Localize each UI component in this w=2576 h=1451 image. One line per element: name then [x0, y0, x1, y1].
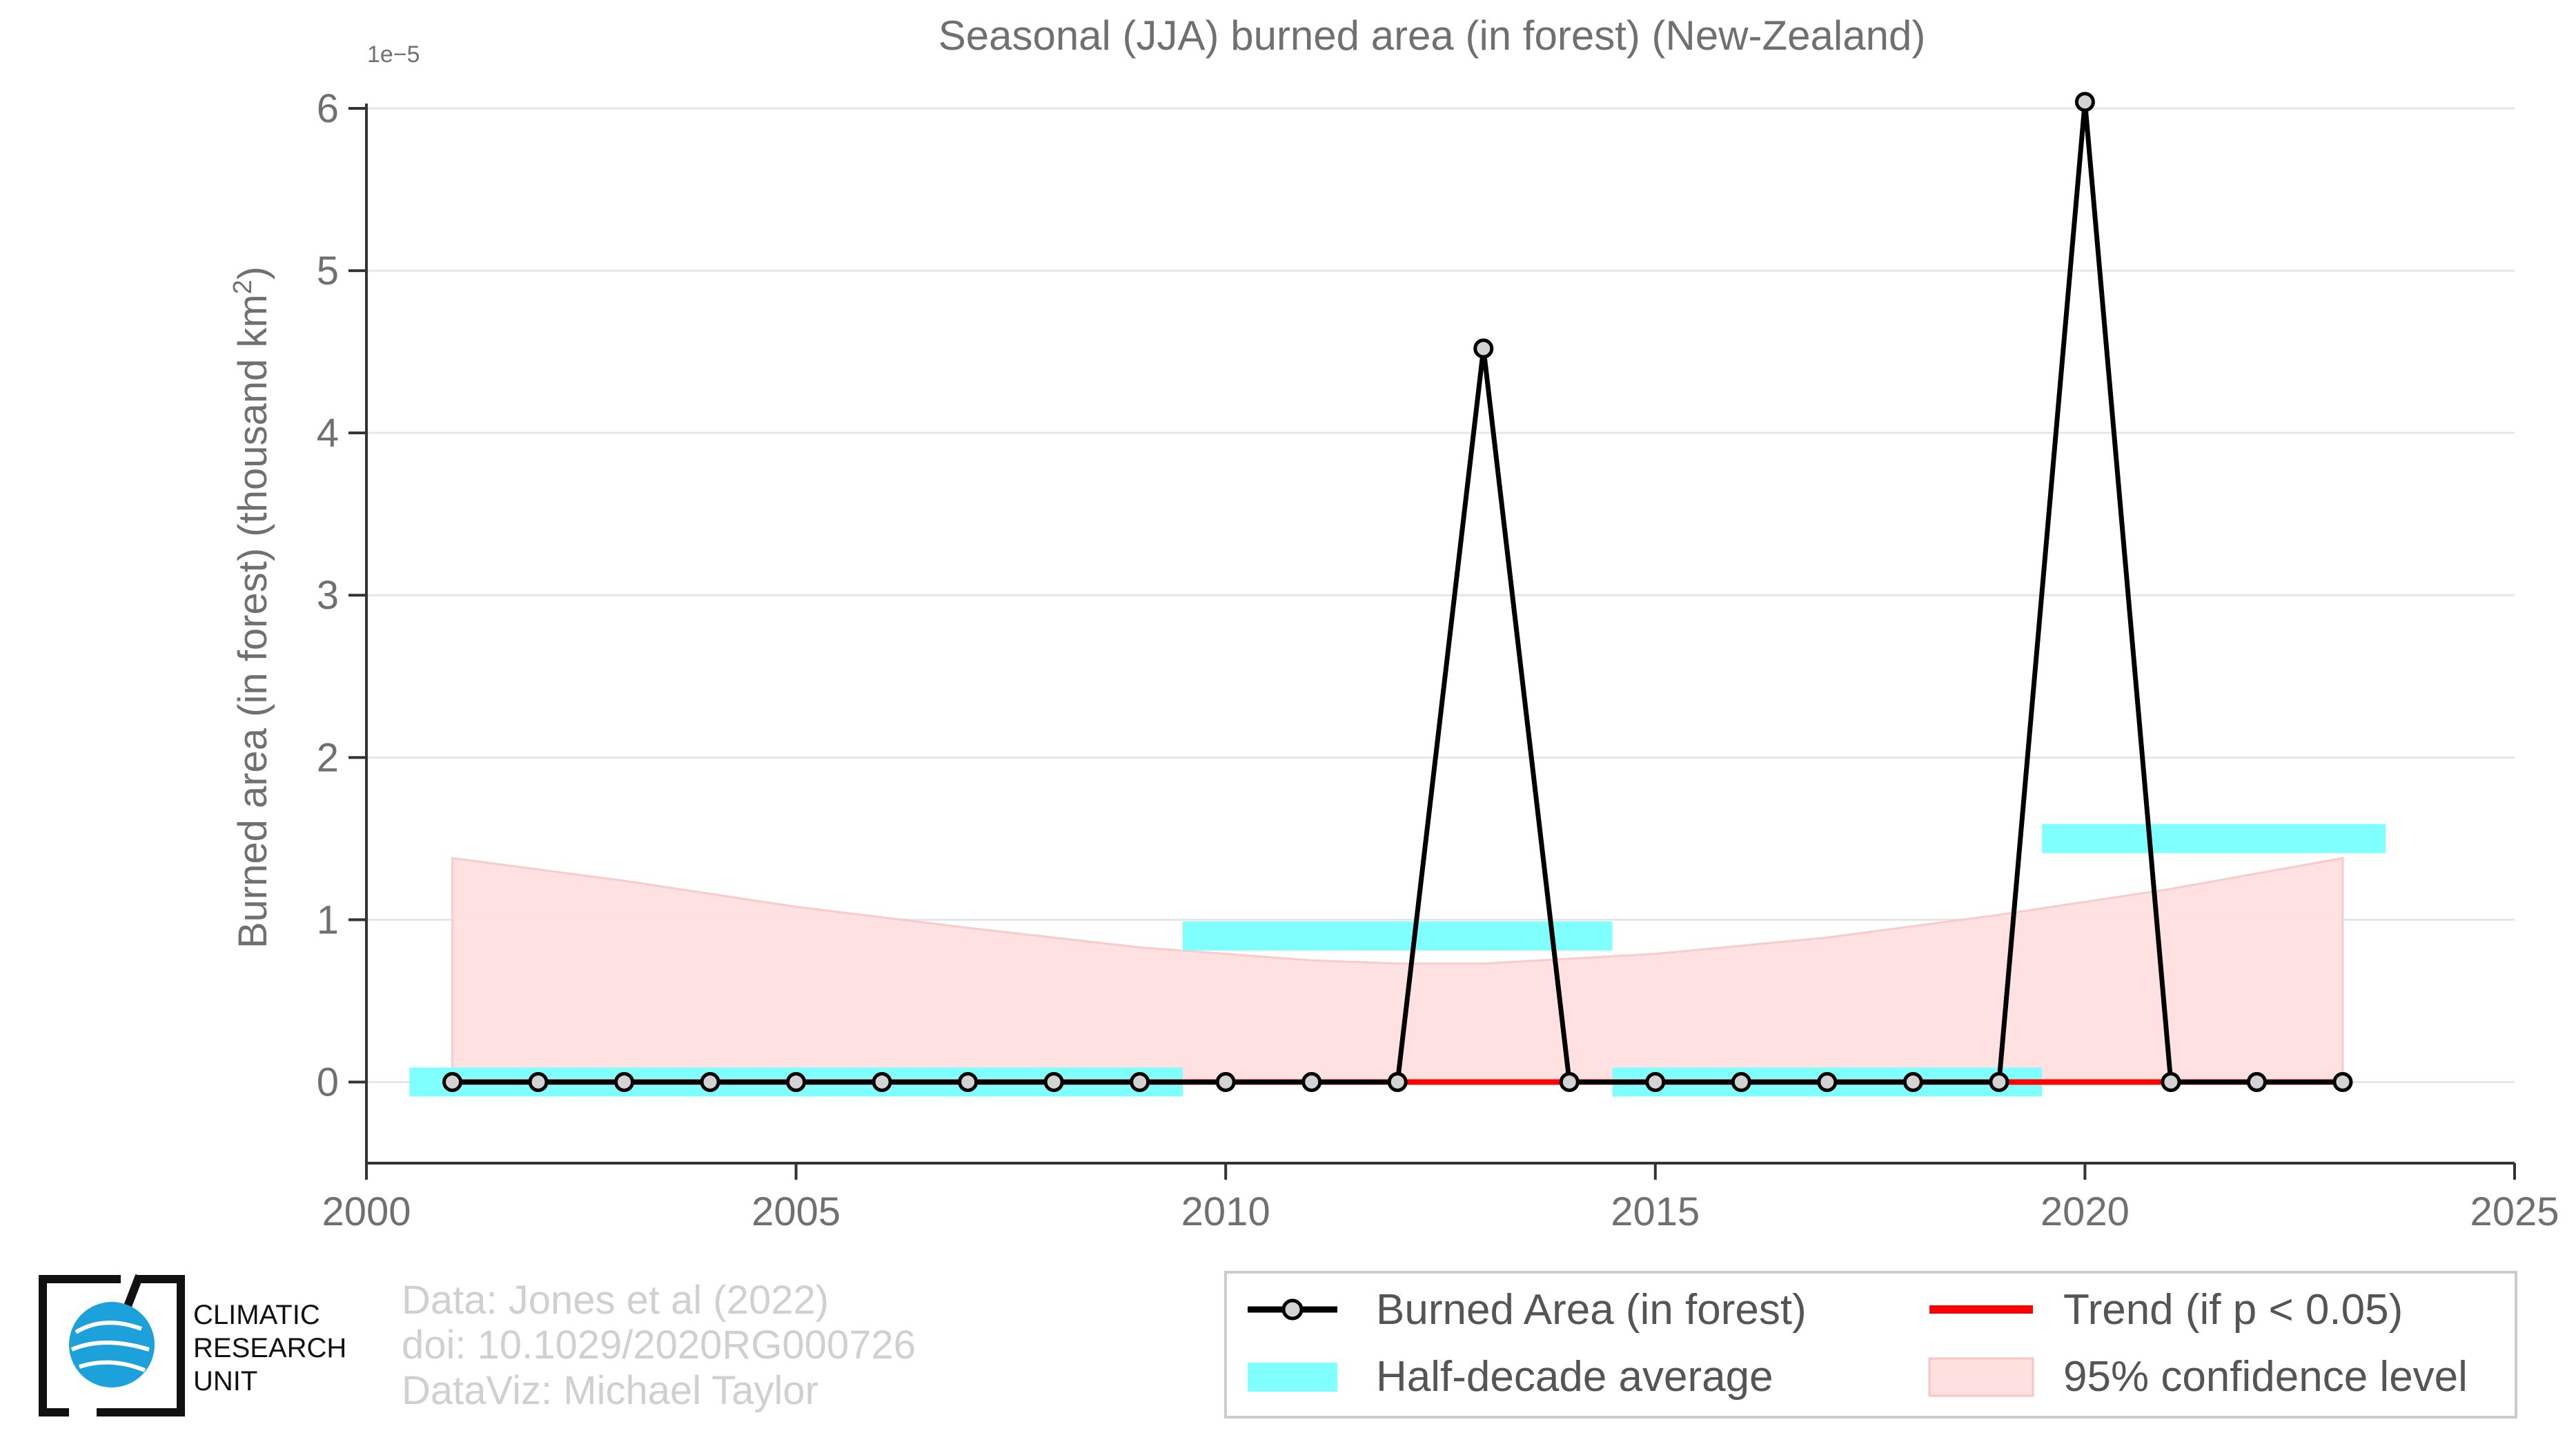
burned-area-point: [1043, 1071, 1064, 1092]
burned-area-point: [614, 1071, 635, 1092]
burned-area-point: [872, 1071, 892, 1092]
burned-area-point: [2332, 1071, 2353, 1092]
legend-label-burned-area: Burned Area (in forest): [1376, 1286, 1807, 1334]
x-tick-label: 2005: [751, 1189, 840, 1234]
legend-label-trend: Trend (if p < 0.05): [2063, 1286, 2403, 1334]
y-tick-label: 3: [317, 573, 339, 618]
burned-area-point: [1817, 1071, 1838, 1092]
credit-data: Data: Jones et al (2022): [402, 1278, 829, 1323]
logo-text-line2: RESEARCH: [193, 1333, 346, 1363]
y-tick-label: 1: [317, 897, 339, 942]
x-tick-label: 2020: [2041, 1189, 2130, 1234]
y-axis-label: Burned area (in forest) (thousand km2): [228, 266, 275, 948]
legend-swatch-half-decade: [1248, 1363, 1337, 1392]
burned-area-point: [2074, 92, 2095, 113]
confidence-band-layer: [451, 857, 2344, 1083]
logo-frame-right: [97, 1275, 185, 1416]
burned-area-point: [442, 1071, 463, 1092]
y-axis-exponent: 1e−5: [367, 41, 420, 68]
legend-frame: [1224, 1271, 2517, 1419]
legend-label-confidence: 95% confidence level: [2063, 1353, 2468, 1401]
legend-label-half-decade: Half-decade average: [1376, 1353, 1773, 1401]
logo-text-line3: UNIT: [193, 1366, 257, 1396]
y-tick-label: 5: [317, 249, 339, 293]
burned-area-point: [1989, 1071, 2009, 1092]
burned-area-point: [1301, 1071, 1322, 1092]
burned-area-point: [1215, 1071, 1236, 1092]
globe-swirl-icon: [70, 1321, 150, 1372]
burned-area-point: [700, 1071, 720, 1092]
logo-text-line1: CLIMATIC: [193, 1300, 320, 1330]
cru-logo: CLIMATIC RESEARCH UNIT: [39, 1274, 346, 1416]
credit-doi: doi: 10.1029/2020RG000726: [402, 1323, 916, 1367]
legend-marker-burned-area: [1281, 1298, 1304, 1321]
burned-area-point: [958, 1071, 979, 1092]
credit-dataviz: DataViz: Michael Taylor: [402, 1368, 818, 1413]
burned-area-point: [1387, 1071, 1408, 1092]
y-axis-label-superscript: 2: [228, 280, 257, 294]
series-layer: [442, 92, 2353, 1092]
y-tick-label: 0: [317, 1060, 339, 1104]
x-tick-label: 2000: [322, 1189, 411, 1234]
burned-area-point: [2246, 1071, 2267, 1092]
legend: Burned Area (in forest) Trend (if p < 0.…: [1224, 1271, 2517, 1419]
logo-frame-left: [39, 1275, 121, 1416]
burned-area-point: [1473, 338, 1494, 359]
x-tick-label: 2025: [2470, 1189, 2559, 1234]
burned-area-point: [1645, 1071, 1666, 1092]
confidence-band: [451, 857, 2344, 1083]
y-axis-label-close: ): [230, 266, 275, 280]
burned-area-point: [1731, 1071, 1751, 1092]
burned-area-point: [2161, 1071, 2181, 1092]
axes-layer: 0 1 2 3 4 5 6 2000 2005 2010 2015 2020 2025: [317, 86, 2559, 1234]
y-tick-label: 4: [317, 411, 339, 456]
burned-area-point: [528, 1071, 549, 1092]
half-decade-bar: [1182, 921, 1613, 951]
chart-title: Seasonal (JJA) burned area (in forest) (…: [938, 12, 1926, 59]
half-decade-bar: [2042, 824, 2386, 853]
burned-area-point: [1902, 1071, 1923, 1092]
y-tick-label: 2: [317, 735, 339, 780]
legend-swatch-confidence: [1928, 1357, 2034, 1397]
x-tick-label: 2010: [1181, 1189, 1270, 1234]
x-tick-label: 2015: [1611, 1189, 1700, 1234]
y-tick-label: 6: [317, 86, 339, 131]
burned-area-point: [1130, 1071, 1150, 1092]
burned-area-point: [1559, 1071, 1580, 1092]
burned-area-point: [786, 1071, 807, 1092]
